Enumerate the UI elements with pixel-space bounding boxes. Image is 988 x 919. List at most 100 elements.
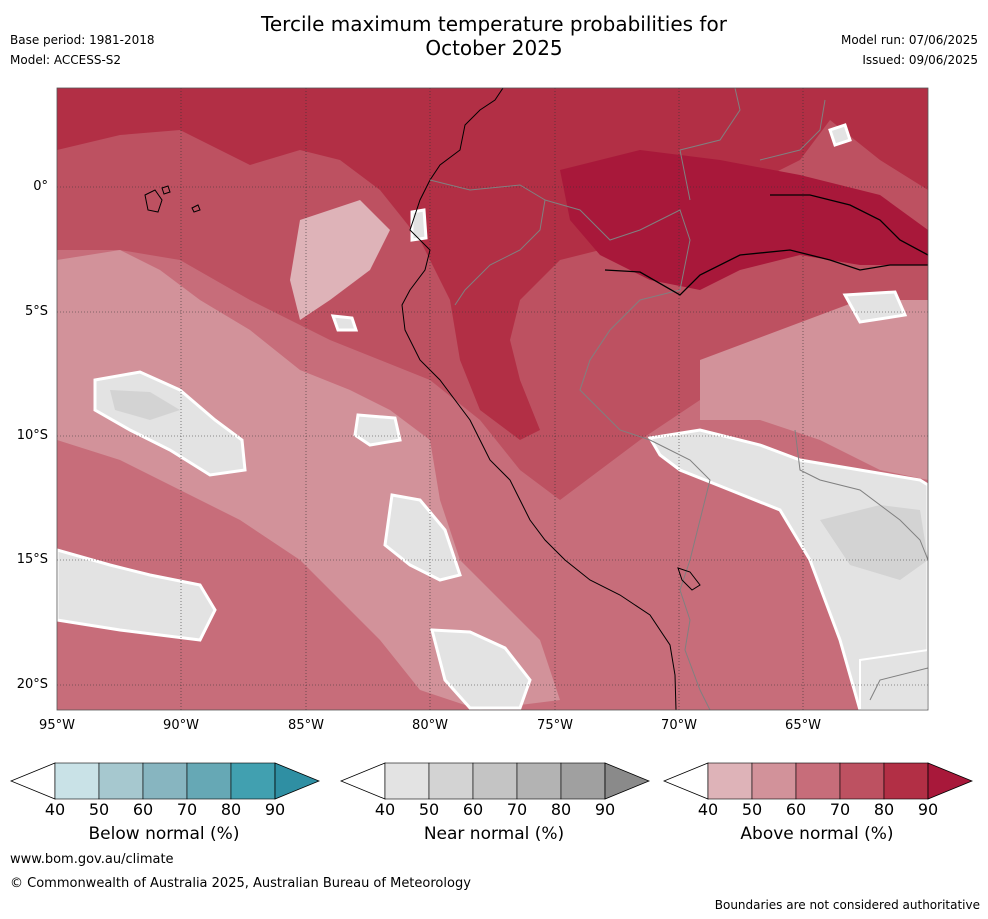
field-50-patch-west: [57, 250, 560, 710]
border-brazil-north: [679, 88, 826, 201]
near-normal-central: [383, 493, 462, 582]
colorbar-swatch: [839, 762, 885, 800]
model-run: Model run: 07/06/2025: [840, 33, 978, 47]
colorbar-swatch: [883, 762, 929, 800]
meta-left: Base period: 1981-2018 Model: ACCESS-S2: [10, 30, 155, 70]
near-normal-islet-2: [410, 208, 428, 242]
colorbar-tick: 60: [785, 800, 807, 819]
amazon-river: [604, 194, 928, 296]
map-area: [56, 87, 929, 711]
border-peru-brazil: [544, 199, 691, 441]
map-title: Tercile maximum temperature probabilitie…: [0, 12, 988, 60]
colorbar-swatch: [186, 762, 232, 800]
lat-label-0: 0°: [33, 179, 48, 194]
footer-disclaimer: Boundaries are not considered authoritat…: [714, 898, 980, 912]
colorbar-tick: 60: [462, 800, 484, 819]
colorbar-swatches: [339, 762, 651, 800]
lon-label-90w: 90°W: [163, 718, 199, 733]
issued-date: Issued: 09/06/2025: [862, 53, 978, 67]
colorbar-swatch: [795, 762, 841, 800]
colorbar-3: [662, 762, 974, 804]
lon-label-75w: 75°W: [537, 718, 573, 733]
colorbar-tick: 90: [264, 800, 286, 819]
colorbar-swatch: [54, 762, 100, 800]
near-normal-southwest: [57, 548, 217, 642]
colorbar-low-extend: [339, 762, 386, 800]
colorbar-swatch: [142, 762, 188, 800]
border-peru-ecuador: [429, 179, 546, 306]
colorbar-swatches: [9, 762, 321, 800]
lon-label-65w: 65°W: [785, 718, 821, 733]
field-50-patch-east: [700, 300, 928, 480]
colorbar-tick: 80: [550, 800, 572, 819]
colorbar-tick: 40: [44, 800, 66, 819]
near-normal-islet: [330, 314, 359, 332]
probability-field: [57, 88, 928, 710]
colorbar-tick: 40: [374, 800, 396, 819]
colorbar-swatch: [230, 762, 276, 800]
lat-label-20s: 20°S: [16, 677, 48, 692]
lake-titicaca: [677, 567, 701, 591]
near-normal-east: [647, 428, 928, 710]
lat-label-10s: 10°S: [16, 428, 48, 443]
border-south-east: [794, 429, 928, 701]
near-normal-ne-patch: [842, 290, 908, 324]
colorbar-high-extend: [927, 762, 974, 800]
colorbar-tick: 80: [220, 800, 242, 819]
field-90-core: [560, 150, 928, 290]
meta-right: Model run: 07/06/2025 Issued: 09/06/2025: [841, 30, 978, 70]
colorbar-tick: 50: [88, 800, 110, 819]
colorbar-swatch: [472, 762, 518, 800]
colorbar-high-extend: [604, 762, 651, 800]
coastline: [401, 88, 677, 710]
colorbar-tick: 80: [873, 800, 895, 819]
colorbar-swatch: [98, 762, 144, 800]
title-line-1: Tercile maximum temperature probabilitie…: [261, 12, 727, 36]
near-normal-west-core: [110, 390, 180, 420]
colorbar-tick: 70: [176, 800, 198, 819]
colorbar-swatch: [751, 762, 797, 800]
footer-copyright: © Commonwealth of Australia 2025, Austra…: [10, 876, 471, 891]
lon-label-95w: 95°W: [39, 718, 75, 733]
lon-label-85w: 85°W: [288, 718, 324, 733]
colorbar-swatch: [707, 762, 753, 800]
colorbar-tick: 50: [418, 800, 440, 819]
base-period: Base period: 1981-2018: [10, 33, 155, 47]
colorbar-label: Above normal (%): [740, 824, 894, 844]
near-normal-se-corner: [859, 648, 928, 710]
title-line-2: October 2025: [425, 36, 563, 60]
lon-label-70w: 70°W: [661, 718, 697, 733]
colorbar-tick: 50: [741, 800, 763, 819]
near-normal-eastern-core: [820, 505, 928, 580]
model-name: Model: ACCESS-S2: [10, 53, 122, 67]
lat-label-5s: 5°S: [24, 304, 48, 319]
near-normal-small: [353, 413, 402, 447]
colorbar-low-extend: [9, 762, 56, 800]
footer-url: www.bom.gov.au/climate: [10, 852, 174, 867]
colorbar-tick: 70: [829, 800, 851, 819]
colorbar-swatch: [384, 762, 430, 800]
near-normal-ne-spot: [828, 123, 852, 147]
colorbar-swatch: [516, 762, 562, 800]
colorbar-1: [9, 762, 321, 804]
colorbar-label: Near normal (%): [423, 824, 565, 844]
colorbar-label: Below normal (%): [88, 824, 240, 844]
colorbar-tick: 70: [506, 800, 528, 819]
colorbar-tick: 40: [697, 800, 719, 819]
colorbar-tick: 60: [132, 800, 154, 819]
near-normal-south-coast: [430, 628, 532, 710]
map-frame: [56, 87, 929, 711]
colorbar-swatches: [662, 762, 974, 800]
colorbar-2: [339, 762, 651, 804]
lon-label-80w: 80°W: [412, 718, 448, 733]
colorbar-high-extend: [274, 762, 321, 800]
galapagos-islands: [144, 185, 201, 213]
colorbar-tick: 90: [594, 800, 616, 819]
field-40-patch: [290, 200, 390, 320]
lat-label-15s: 15°S: [16, 552, 48, 567]
colorbar-low-extend: [662, 762, 709, 800]
colorbar-swatch: [560, 762, 606, 800]
border-bolivia: [649, 439, 711, 710]
colorbar-tick: 90: [917, 800, 939, 819]
graticule: [57, 88, 928, 710]
